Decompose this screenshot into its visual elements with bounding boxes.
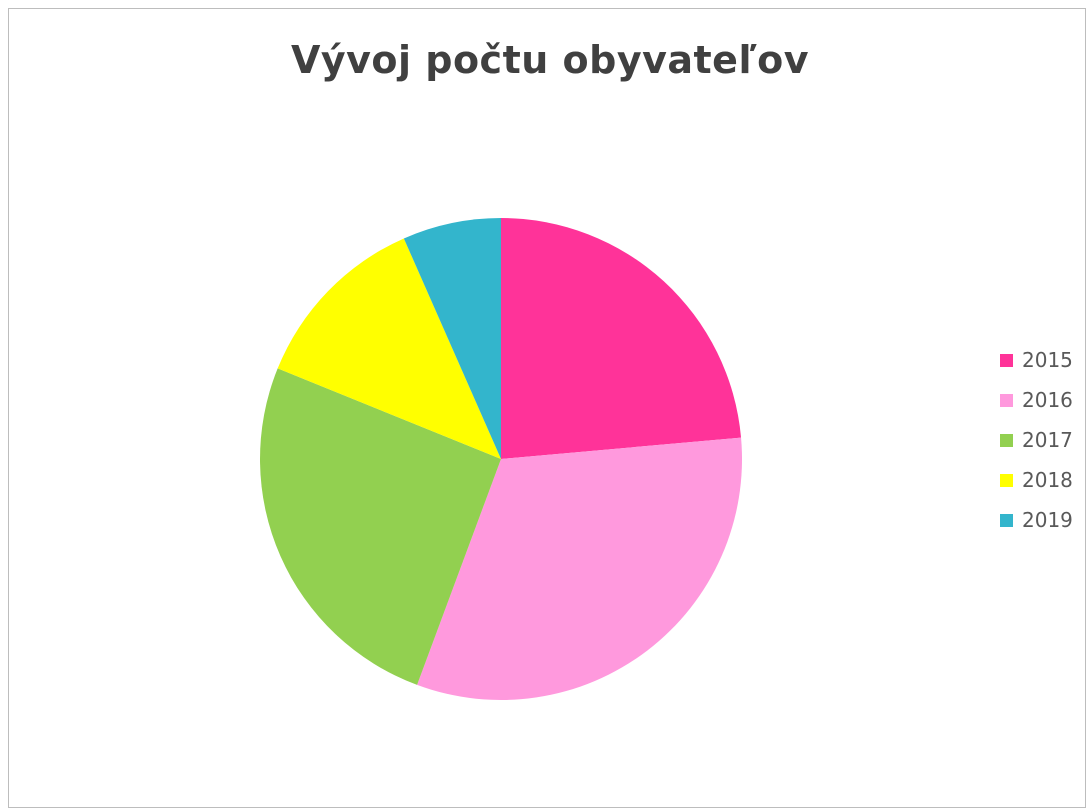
legend-item-2016: 2016 xyxy=(1000,380,1073,420)
chart-title: Vývoj počtu obyvateľov xyxy=(290,38,810,82)
legend-label-2015: 2015 xyxy=(1022,348,1073,372)
legend-label-2019: 2019 xyxy=(1022,508,1073,532)
legend-swatch-2015 xyxy=(1000,353,1013,367)
legend-label-2016: 2016 xyxy=(1022,388,1073,412)
legend-item-2017: 2017 xyxy=(1000,420,1073,460)
legend-item-2015: 2015 xyxy=(1000,340,1073,380)
legend-label-2018: 2018 xyxy=(1022,468,1073,492)
pie-slice-2016 xyxy=(417,437,743,701)
pie-slice-2017 xyxy=(260,368,501,685)
legend-item-2018: 2018 xyxy=(1000,460,1073,500)
legend-label-2017: 2017 xyxy=(1022,428,1073,452)
pie-slices xyxy=(260,218,743,701)
pie-slice-2019 xyxy=(403,218,501,459)
legend-swatch-2016 xyxy=(1000,393,1013,407)
legend-swatch-2018 xyxy=(1000,473,1013,487)
legend: 2015 2016 2017 2018 2019 xyxy=(1000,340,1073,540)
legend-swatch-2019 xyxy=(1000,513,1013,527)
legend-swatch-2017 xyxy=(1000,433,1013,447)
pie-slice-2015 xyxy=(501,218,742,459)
legend-item-2019: 2019 xyxy=(1000,500,1073,540)
pie-slice-2018 xyxy=(277,238,501,459)
